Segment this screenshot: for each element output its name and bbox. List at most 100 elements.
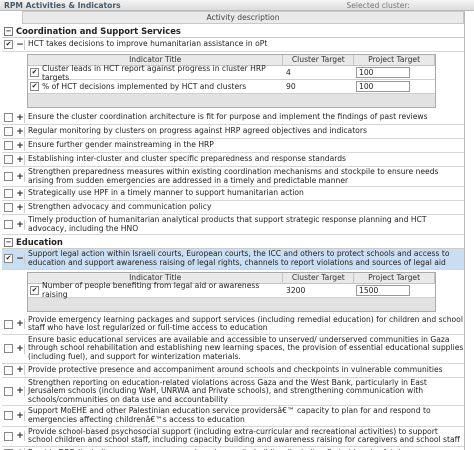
indicator-column-header: Cluster Target bbox=[283, 55, 355, 66]
section-title: Coordination and Support Services bbox=[16, 26, 181, 36]
activity-text: Strengthen preparedness measures within … bbox=[28, 167, 439, 185]
activity-row: + Establishing inter-cluster and cluster … bbox=[2, 153, 464, 167]
indicator-column-header: Project Target bbox=[354, 55, 435, 66]
activity-checkbox[interactable] bbox=[4, 220, 13, 230]
page-title: RPM Activities & Indicators bbox=[4, 0, 121, 10]
activity-text: Regular monitoring by clusters on progre… bbox=[28, 126, 367, 136]
activity-row: + Provide emergency learning packages and… bbox=[2, 315, 464, 335]
activity-checkbox[interactable] bbox=[4, 155, 13, 164]
expand-toggle[interactable]: + bbox=[16, 112, 25, 123]
activity-checkbox[interactable] bbox=[4, 431, 13, 441]
expand-toggle[interactable]: + bbox=[16, 126, 25, 137]
indicator-title: Cluster leads in HCT report against prog… bbox=[42, 63, 266, 82]
indicator-column-header: Cluster Target bbox=[283, 272, 355, 284]
activity-text: Strategically use HPF in a timely manner… bbox=[28, 188, 304, 198]
activity-row: + Strategically use HPF in a timely manne… bbox=[2, 187, 464, 202]
activity-row: + Ensure the cluster coordination archite… bbox=[2, 111, 464, 125]
indicator-table: Indicator Title Cluster Target Project Tar… bbox=[27, 271, 436, 312]
activity-row: ✔ − HCT takes decisions to improve humanit… bbox=[2, 38, 464, 52]
activity-text: Provide protective presence and accompan… bbox=[28, 364, 443, 374]
section-title: Education bbox=[16, 237, 63, 248]
expand-toggle[interactable]: + bbox=[16, 319, 25, 330]
expand-toggle[interactable]: + bbox=[16, 365, 25, 376]
activity-checkbox[interactable]: ✔ bbox=[4, 40, 13, 49]
activity-text: Establishing inter-cluster and cluster s… bbox=[28, 154, 347, 164]
activity-row: + Strengthen reporting on education-relat… bbox=[2, 378, 464, 407]
indicator-checkbox[interactable]: ✔ bbox=[30, 82, 39, 91]
indicator-title: % of HCT decisions implemented by HCT an… bbox=[42, 82, 247, 91]
activity-text: Ensure further gender mainstreaming in t… bbox=[28, 140, 214, 150]
activity-text: Provide emergency learning packages and … bbox=[28, 314, 463, 333]
expand-toggle[interactable]: + bbox=[16, 431, 25, 442]
project-target-input[interactable]: 1500 bbox=[356, 284, 410, 296]
activity-checkbox[interactable] bbox=[4, 386, 13, 396]
activity-checkbox[interactable] bbox=[4, 448, 13, 450]
indicator-title-cell: ✔% of HCT decisions implemented by HCT a… bbox=[28, 82, 283, 91]
activity-row: + Support MoEHE and other Palestinian edu… bbox=[2, 406, 464, 427]
expand-toggle[interactable]: − bbox=[16, 253, 25, 264]
expand-toggle[interactable]: + bbox=[16, 140, 25, 151]
activity-checkbox[interactable] bbox=[4, 344, 13, 354]
activity-checkbox[interactable] bbox=[4, 203, 13, 213]
activity-text: Strengthen reporting on education-relate… bbox=[28, 377, 427, 404]
cluster-target: 4 bbox=[286, 68, 291, 77]
activity-checkbox[interactable] bbox=[4, 411, 13, 421]
expand-toggle[interactable]: + bbox=[16, 202, 25, 213]
expand-toggle[interactable]: + bbox=[16, 410, 25, 421]
project-target-input[interactable]: 100 bbox=[356, 81, 410, 92]
indicator-column-header: Indicator Title bbox=[28, 272, 284, 284]
expand-toggle[interactable]: + bbox=[16, 343, 25, 354]
section-toggle[interactable]: − bbox=[4, 26, 13, 36]
header-bar: RPM Activities & Indicators Selected clu… bbox=[0, 0, 474, 11]
activity-checkbox[interactable] bbox=[4, 365, 13, 375]
section-toggle[interactable]: − bbox=[4, 237, 13, 247]
activity-row: + Ensure basic educational services are a… bbox=[2, 335, 464, 364]
activity-checkbox[interactable] bbox=[4, 113, 13, 122]
expand-toggle[interactable]: − bbox=[16, 39, 25, 50]
indicator-column-header: Indicator Title bbox=[28, 55, 284, 66]
indicator-checkbox[interactable]: ✔ bbox=[30, 68, 39, 77]
activity-row: ✔ − Support legal action within Israeli co… bbox=[2, 249, 464, 270]
expand-toggle[interactable]: + bbox=[16, 188, 25, 199]
section-header: − Education bbox=[2, 235, 464, 250]
activity-row: + Provide protective presence and accompa… bbox=[2, 364, 464, 378]
activity-grid: Activity description − Coordination and S… bbox=[2, 11, 465, 450]
indicator-header-row: Indicator Title Cluster Target Project Tar… bbox=[28, 272, 435, 284]
indicator-title: Number of people benefiting from legal a… bbox=[42, 281, 260, 300]
indicator-row: ✔% of HCT decisions implemented by HCT a… bbox=[28, 80, 435, 94]
activity-text: Support MoEHE and other Palestinian educ… bbox=[28, 406, 431, 424]
activity-row: +Provide DRR (including emergency prepar… bbox=[2, 447, 464, 450]
indicator-table: Indicator Title Cluster Target Project Tar… bbox=[27, 54, 436, 108]
activity-text: Ensure the cluster coordination architec… bbox=[28, 112, 428, 122]
activity-checkbox[interactable] bbox=[4, 319, 13, 329]
cluster-target: 90 bbox=[286, 82, 296, 91]
expand-toggle[interactable]: + bbox=[16, 448, 25, 450]
indicator-checkbox[interactable]: ✔ bbox=[30, 285, 39, 295]
expand-toggle[interactable]: + bbox=[16, 171, 25, 182]
indicator-header-row: Indicator Title Cluster Target Project Tar… bbox=[28, 55, 435, 66]
expand-toggle[interactable]: + bbox=[16, 386, 25, 397]
activity-text: Provide school-based psychosocial suppor… bbox=[28, 426, 460, 445]
activity-checkbox[interactable] bbox=[4, 141, 13, 150]
expand-toggle[interactable]: + bbox=[16, 154, 25, 165]
activity-row: + Strengthen preparedness measures within… bbox=[2, 167, 464, 188]
activity-row: + Timely production of humanitarian analy… bbox=[2, 215, 464, 236]
section-header: − Coordination and Support Services bbox=[2, 24, 464, 38]
activity-checkbox[interactable] bbox=[4, 127, 13, 136]
activity-checkbox[interactable] bbox=[4, 172, 13, 182]
cluster-target: 3200 bbox=[286, 285, 306, 295]
activity-row: + Regular monitoring by clusters on progr… bbox=[2, 125, 464, 139]
activity-text: Provide DRR (including emergency prepare… bbox=[28, 448, 401, 450]
indicator-column-header: Project Target bbox=[354, 272, 435, 284]
activity-row: + Ensure further gender mainstreaming in … bbox=[2, 139, 464, 153]
expand-toggle[interactable]: + bbox=[16, 219, 25, 230]
selected-cluster-label: Selected cluster: bbox=[346, 0, 410, 10]
project-target-input[interactable]: 100 bbox=[356, 67, 410, 78]
activity-text: HCT takes decisions to improve humanitar… bbox=[28, 39, 268, 49]
indicator-title-cell: ✔ Number of people benefiting from legal … bbox=[28, 281, 283, 299]
project-target-cell: 100 bbox=[353, 81, 433, 92]
activity-checkbox[interactable]: ✔ bbox=[4, 254, 13, 264]
activity-checkbox[interactable] bbox=[4, 189, 13, 199]
project-target-cell: 1500 bbox=[353, 284, 433, 296]
